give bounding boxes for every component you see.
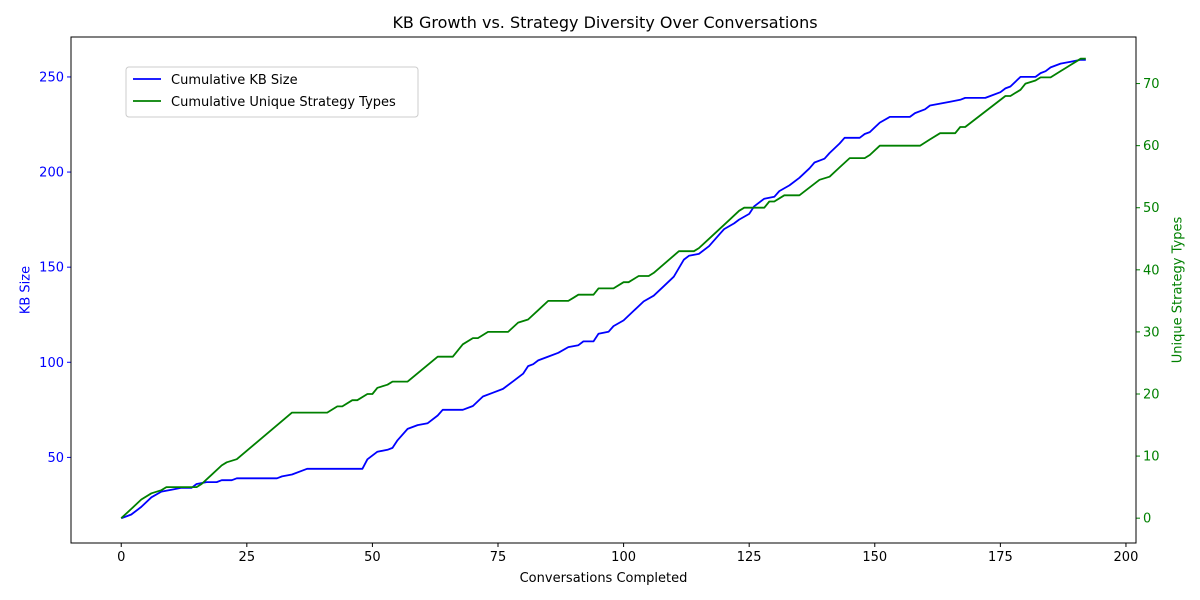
y-left-tick-label: 50 [47, 451, 64, 466]
y-right-tick-label: 20 [1143, 387, 1160, 402]
y-right-tick-label: 40 [1143, 263, 1160, 278]
x-tick-label: 0 [117, 550, 125, 565]
x-tick-label: 50 [364, 550, 381, 565]
x-tick-label: 175 [988, 550, 1013, 565]
y-right-tick-label: 50 [1143, 201, 1160, 216]
y-axis-right-label: Unique Strategy Types [1171, 217, 1186, 364]
x-tick-label: 25 [239, 550, 256, 565]
series-line-strategy-types [120, 57, 1086, 519]
chart-title: KB Growth vs. Strategy Diversity Over Co… [392, 13, 817, 32]
y-left-tick-label: 100 [39, 356, 64, 371]
legend-label-kb-size: Cumulative KB Size [171, 73, 298, 88]
x-tick-label: 100 [611, 550, 636, 565]
x-tick-label: 200 [1114, 550, 1139, 565]
y-right-tick-label: 60 [1143, 139, 1160, 154]
legend-label-strategy-types: Cumulative Unique Strategy Types [171, 95, 396, 110]
x-tick-label: 125 [737, 550, 762, 565]
legend: Cumulative KB Size Cumulative Unique Str… [125, 66, 419, 118]
y-right-tick-label: 10 [1143, 450, 1160, 465]
y-left-tick-label: 200 [39, 166, 64, 181]
legend-box [125, 66, 419, 118]
y-right-tick-label: 70 [1143, 77, 1160, 92]
series-line-kb-size [120, 58, 1086, 520]
y-axis-left-label: KB Size [19, 266, 34, 314]
x-tick-label: 150 [862, 550, 887, 565]
y-left-tick-label: 150 [39, 261, 64, 276]
x-tick-label: 75 [490, 550, 507, 565]
x-axis-label: Conversations Completed [520, 571, 688, 586]
plot-area-frame [70, 36, 1137, 544]
y-right-tick-label: 0 [1143, 512, 1151, 527]
y-right-tick-label: 30 [1143, 325, 1160, 340]
y-left-tick-label: 250 [39, 70, 64, 85]
